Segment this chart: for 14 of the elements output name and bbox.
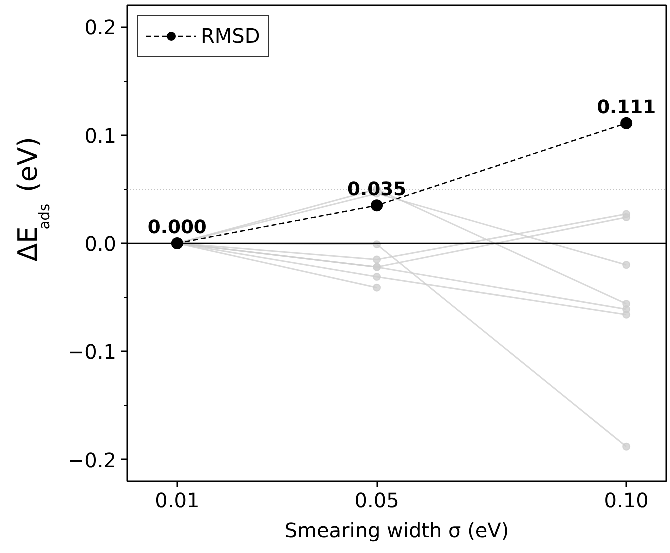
x-tick-label: 0.01 (155, 488, 200, 512)
y-tick-label: 0.2 (84, 16, 117, 40)
y-tick-label: 0.1 (84, 124, 117, 148)
y-tick-label: −0.1 (68, 340, 117, 364)
data-label: 0.000 (148, 218, 207, 238)
data-label: 0.111 (597, 97, 656, 118)
x-axis-title: Smearing width σ (eV) (284, 518, 510, 542)
x-tick-label: 0.10 (604, 488, 649, 512)
y-tick-label: −0.2 (68, 448, 117, 472)
y-tick-label: 0.0 (84, 232, 117, 256)
legend-label: RMSD (201, 24, 260, 48)
data-label: 0.035 (348, 180, 407, 201)
x-tick-label: 0.05 (354, 488, 400, 512)
y-axis-title: ΔEads (eV) (13, 137, 54, 262)
